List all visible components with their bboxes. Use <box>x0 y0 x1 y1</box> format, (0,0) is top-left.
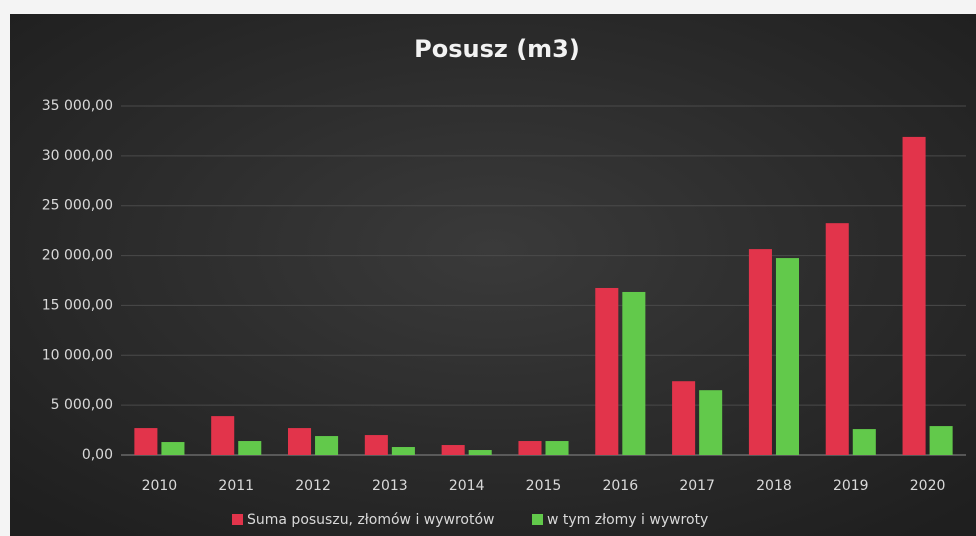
bar <box>852 429 876 455</box>
bar <box>161 442 185 455</box>
x-tick-label: 2014 <box>449 478 485 494</box>
bar <box>672 381 696 455</box>
x-tick-label: 2019 <box>833 478 869 494</box>
bar <box>315 436 339 455</box>
y-tick-label: 10 000,00 <box>42 347 113 363</box>
x-tick-label: 2011 <box>218 478 254 494</box>
y-tick-label: 0,00 <box>82 447 113 463</box>
x-tick-label: 2012 <box>295 478 331 494</box>
bar <box>134 428 158 455</box>
bar <box>364 435 388 455</box>
x-tick-label: 2017 <box>679 478 715 494</box>
y-tick-label: 30 000,00 <box>42 148 113 164</box>
x-tick-label: 2015 <box>526 478 562 494</box>
bar <box>775 258 799 455</box>
legend-swatch <box>232 514 243 525</box>
bar <box>902 136 926 455</box>
y-tick-label: 35 000,00 <box>42 98 113 114</box>
bar <box>825 223 849 455</box>
bar <box>622 291 646 455</box>
y-tick-label: 5 000,00 <box>51 397 113 413</box>
bar <box>391 447 415 455</box>
bar <box>468 450 492 455</box>
chart-title: Posusz (m3) <box>414 35 580 63</box>
x-tick-label: 2018 <box>756 478 792 494</box>
bar <box>288 428 312 455</box>
y-tick-label: 20 000,00 <box>42 248 113 264</box>
bar <box>211 416 235 455</box>
bar <box>595 287 619 455</box>
bar <box>748 249 772 455</box>
bar <box>441 445 465 455</box>
y-tick-label: 15 000,00 <box>42 297 113 313</box>
x-tick-label: 2016 <box>602 478 638 494</box>
legend-swatch <box>532 514 543 525</box>
legend-label: Suma posuszu, złomów i wywrotów <box>247 512 495 528</box>
bar <box>699 390 723 455</box>
bar <box>929 426 953 455</box>
y-tick-label: 25 000,00 <box>42 198 113 214</box>
x-tick-label: 2020 <box>910 478 946 494</box>
legend-label: w tym złomy i wywroty <box>547 512 708 528</box>
x-tick-label: 2013 <box>372 478 408 494</box>
bar <box>518 441 542 455</box>
x-tick-label: 2010 <box>142 478 178 494</box>
bar <box>545 441 569 455</box>
bar <box>238 441 262 455</box>
